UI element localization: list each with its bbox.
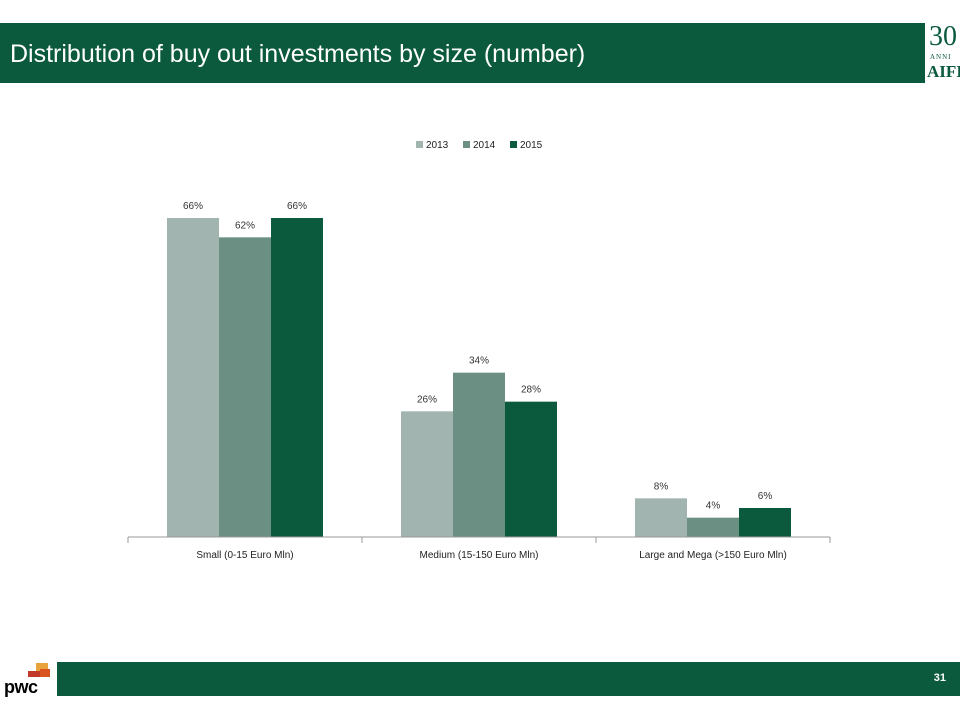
logo-number: 30 (929, 21, 957, 52)
bar (167, 218, 219, 537)
aifi-logo: 30 ANNI AIFI (925, 21, 960, 83)
pwc-logo-mark (28, 671, 40, 677)
bar (453, 372, 505, 537)
pwc-logo: pwc (4, 661, 54, 701)
data-label: 6% (758, 491, 773, 502)
bar (401, 411, 453, 537)
logo-name: AIFI (927, 62, 960, 81)
pwc-wordmark: pwc (4, 677, 38, 697)
data-label: 66% (183, 201, 203, 212)
data-label: 26% (417, 394, 437, 405)
x-tick-label: Small (0-15 Euro Mln) (196, 550, 293, 561)
pwc-logo-mark (40, 669, 50, 677)
page-number: 31 (933, 672, 946, 684)
legend-label: 2014 (473, 140, 496, 151)
legend-label: 2015 (520, 140, 543, 151)
legend-swatch (416, 141, 423, 148)
x-tick-label: Large and Mega (>150 Euro Mln) (639, 550, 787, 561)
legend-swatch (510, 141, 517, 148)
x-tick-label: Medium (15-150 Euro Mln) (420, 550, 539, 561)
legend-swatch (463, 141, 470, 148)
data-label: 28% (521, 385, 541, 396)
bar (739, 508, 791, 537)
title-bar: Distribution of buy out investments by s… (0, 23, 925, 83)
footer-bar: 31 (57, 662, 960, 696)
logo-subtitle: ANNI (930, 53, 952, 61)
page-title: Distribution of buy out investments by s… (10, 40, 586, 68)
data-label: 4% (706, 501, 721, 512)
data-label: 34% (469, 356, 489, 367)
data-label: 62% (235, 220, 255, 231)
pwc-logo-mark (36, 663, 48, 673)
bar (687, 517, 739, 537)
bar (635, 498, 687, 537)
bar (219, 237, 271, 538)
bar (271, 218, 323, 537)
bar (505, 401, 557, 537)
legend-label: 2013 (426, 140, 449, 151)
data-label: 66% (287, 201, 307, 212)
data-label: 8% (654, 481, 669, 492)
